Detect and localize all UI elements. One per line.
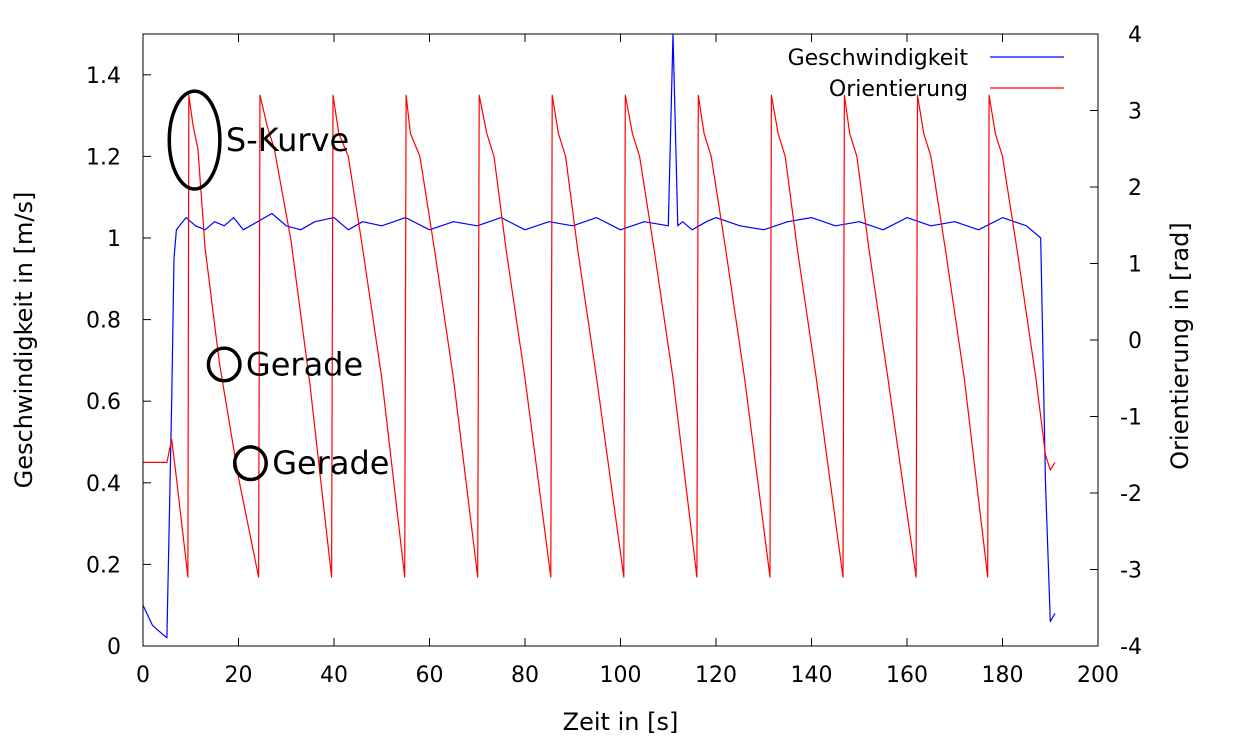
series-line-1 bbox=[143, 94, 1056, 578]
annotation-label-1: Gerade bbox=[246, 345, 363, 383]
y2-tick-label: 2 bbox=[1128, 176, 1142, 201]
x-tick-label: 80 bbox=[511, 663, 539, 688]
x-tick-label: 180 bbox=[982, 663, 1024, 688]
x-tick-label: 60 bbox=[416, 663, 444, 688]
x-tick-label: 160 bbox=[886, 663, 928, 688]
y-tick-label: 0.2 bbox=[86, 553, 121, 578]
legend-label-0: Geschwindigkeit bbox=[788, 46, 969, 71]
annotation-ellipse-0 bbox=[167, 89, 222, 191]
annotation-ellipse-1 bbox=[206, 346, 242, 383]
y-tick-label: 1.2 bbox=[86, 145, 121, 170]
plot-area bbox=[143, 34, 1056, 639]
y-tick-label: 0 bbox=[107, 635, 121, 660]
x-tick-label: 140 bbox=[791, 663, 833, 688]
annotation-label-0: S-Kurve bbox=[226, 121, 349, 159]
legend-label-1: Orientierung bbox=[829, 77, 968, 102]
x-tick-label: 200 bbox=[1077, 663, 1119, 688]
x-tick-label: 0 bbox=[136, 663, 150, 688]
y-tick-label: 1 bbox=[107, 227, 121, 252]
y2-tick-label: -1 bbox=[1120, 406, 1142, 431]
y-axis-label: Geschwindigkeit in [m/s] bbox=[10, 192, 38, 489]
legend: Geschwindigkeit Orientierung bbox=[788, 46, 1064, 102]
y-tick-label: 0.6 bbox=[86, 390, 121, 415]
annotations: S-Kurve Gerade Gerade bbox=[167, 89, 389, 482]
x-axis-label: Zeit in [s] bbox=[563, 708, 679, 736]
y2-tick-label: -2 bbox=[1120, 482, 1142, 507]
y2-tick-label: 3 bbox=[1128, 100, 1142, 125]
x-tick-label: 20 bbox=[225, 663, 253, 688]
y-tick-label: 0.4 bbox=[86, 472, 121, 497]
x-tick-label: 100 bbox=[600, 663, 642, 688]
y2-tick-label: 4 bbox=[1128, 23, 1142, 48]
x-tick-label: 40 bbox=[320, 663, 348, 688]
y-tick-label: 1.4 bbox=[86, 64, 121, 89]
y2-tick-label: -3 bbox=[1120, 559, 1142, 584]
annotation-label-2: Gerade bbox=[272, 444, 389, 482]
series-line-0 bbox=[143, 34, 1056, 639]
annotation-ellipse-2 bbox=[232, 445, 268, 482]
axes: 0 20 40 60 80 100 120 140 160 180 20000.20.40.60.8… bbox=[86, 23, 1142, 688]
y-tick-label: 0.8 bbox=[86, 309, 121, 334]
y2-tick-label: 1 bbox=[1128, 253, 1142, 278]
y2-tick-label: 0 bbox=[1128, 329, 1142, 354]
x-tick-label: 120 bbox=[695, 663, 737, 688]
y2-tick-label: -4 bbox=[1120, 635, 1142, 660]
y2-axis-label: Orientierung in [rad] bbox=[1166, 222, 1194, 469]
